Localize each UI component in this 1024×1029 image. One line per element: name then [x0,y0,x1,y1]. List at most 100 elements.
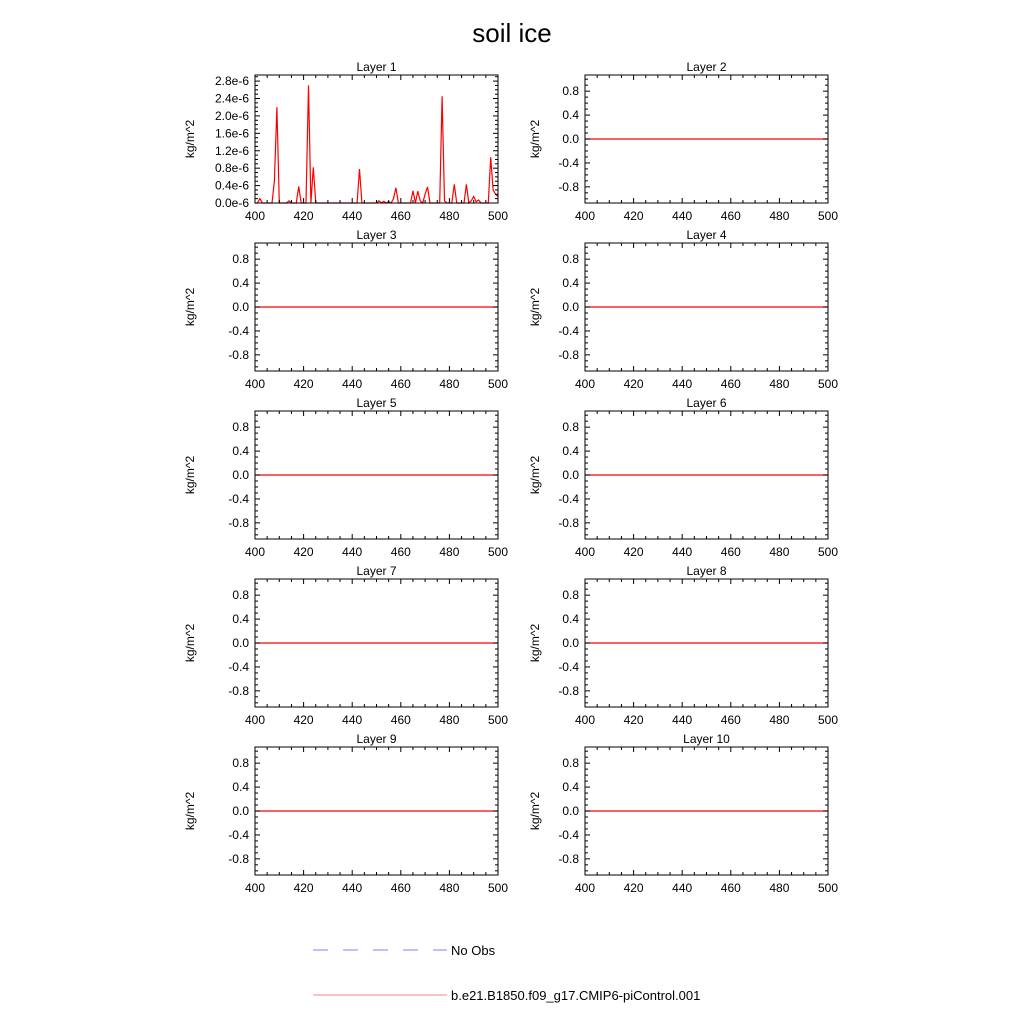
y-tick-label: -0.8 [558,852,579,866]
y-tick-label: 0.8 [562,756,579,770]
panel-title: Layer 3 [356,228,396,242]
y-axis-label: kg/m^2 [183,792,197,831]
x-tick-label: 440 [342,881,362,895]
y-axis-label: kg/m^2 [528,288,542,327]
y-tick-label: -0.8 [558,348,579,362]
y-tick-label: -0.4 [558,660,579,674]
x-tick-label: 420 [294,881,314,895]
y-tick-label: 0.4e-6 [215,179,249,193]
y-axis-label: kg/m^2 [183,624,197,663]
x-tick-label: 500 [488,713,508,727]
legend-label-no-obs: No Obs [451,943,496,958]
x-tick-label: 480 [439,881,459,895]
plot-frame [254,74,499,204]
panel-title: Layer 8 [686,564,726,578]
panel-layer-9: Layer 9 kg/m^2 400 420 440 460 480 500 -0.8 -0.4 0… [183,732,508,895]
x-tick-label: 400 [575,713,595,727]
x-tick-label: 480 [439,713,459,727]
panel-title: Layer 2 [686,60,726,74]
x-tick-label: 420 [624,545,644,559]
x-tick-label: 500 [818,881,838,895]
y-axis-label: kg/m^2 [528,120,542,159]
x-tick-label: 500 [818,377,838,391]
panel-layer-6: Layer 6 kg/m^2 400 420 440 460 480 500 -0.8 -0.4 0… [528,396,838,559]
x-tick-label: 460 [391,377,411,391]
panel-title: Layer 9 [356,732,396,746]
series-line [255,85,499,205]
y-tick-label: 2.4e-6 [215,92,249,106]
x-tick-label: 420 [294,713,314,727]
y-axis-label: kg/m^2 [183,456,197,495]
x-tick-label: 400 [245,881,265,895]
y-tick-label: 0.8e-6 [215,161,249,175]
x-tick-label: 400 [575,545,595,559]
y-tick-label: 0.0 [562,804,579,818]
x-tick-label: 400 [245,209,265,223]
panel-layer-7: Layer 7 kg/m^2 400 420 440 460 480 500 -0.8 -0.4 0… [183,564,508,727]
y-tick-label: 0.4 [232,780,249,794]
x-tick-label: 440 [672,881,692,895]
x-tick-label: 500 [818,209,838,223]
y-tick-label: 1.6e-6 [215,126,249,140]
legend-label-model: b.e21.B1850.f09_g17.CMIP6-piControl.001 [451,988,700,1003]
x-tick-label: 460 [721,713,741,727]
y-axis-label: kg/m^2 [528,624,542,663]
x-tick-label: 460 [391,209,411,223]
y-tick-label: -0.4 [558,828,579,842]
y-tick-label: 0.0 [562,636,579,650]
panel-title: Layer 4 [686,228,726,242]
panel-layer-1: Layer 1 kg/m^2 400 420 440 460 480 500 0.0e-6 0.4… [183,60,508,223]
x-tick-label: 440 [672,209,692,223]
x-tick-label: 500 [488,881,508,895]
y-tick-label: -0.8 [558,684,579,698]
x-tick-label: 440 [672,377,692,391]
y-tick-label: 0.8 [562,588,579,602]
y-tick-label: -0.4 [558,156,579,170]
y-tick-label: 0.0e-6 [215,196,249,210]
y-tick-label: 0.0 [562,300,579,314]
y-tick-label: -0.8 [228,348,249,362]
y-tick-label: -0.8 [228,516,249,530]
y-tick-label: 0.4 [562,276,579,290]
x-tick-label: 480 [439,545,459,559]
x-tick-label: 440 [342,545,362,559]
y-tick-label: 0.8 [232,588,249,602]
panel-layer-5: Layer 5 kg/m^2 400 420 440 460 480 500 -0.8 -0.4 0… [183,396,508,559]
x-tick-label: 500 [488,209,508,223]
y-tick-label: 0.4 [562,108,579,122]
y-tick-label: 0.4 [232,612,249,626]
panel-title: Layer 10 [683,732,730,746]
panel-title: Layer 6 [686,396,726,410]
x-tick-label: 440 [672,713,692,727]
y-tick-label: -0.8 [228,684,249,698]
x-tick-label: 400 [575,881,595,895]
y-tick-label: 1.2e-6 [215,144,249,158]
x-tick-label: 480 [769,377,789,391]
y-tick-label: 0.4 [232,276,249,290]
figure-title: soil ice [472,18,551,48]
x-tick-label: 460 [391,545,411,559]
x-tick-label: 500 [818,545,838,559]
y-tick-label: 0.8 [232,756,249,770]
y-tick-label: -0.4 [228,660,249,674]
y-tick-label: 0.4 [232,444,249,458]
x-tick-label: 460 [721,881,741,895]
legend: No Obs b.e21.B1850.f09_g17.CMIP6-piContr… [313,943,700,1003]
x-tick-label: 460 [721,545,741,559]
x-tick-label: 400 [575,209,595,223]
x-tick-label: 400 [245,545,265,559]
y-tick-label: 0.8 [562,252,579,266]
x-tick-label: 440 [342,377,362,391]
panel-title: Layer 7 [356,564,396,578]
y-tick-label: -0.8 [558,180,579,194]
y-tick-label: -0.4 [228,492,249,506]
x-tick-label: 420 [624,209,644,223]
x-tick-label: 460 [721,377,741,391]
x-tick-label: 440 [672,545,692,559]
y-tick-label: 0.8 [562,420,579,434]
x-tick-label: 420 [624,713,644,727]
y-tick-label: -0.4 [558,492,579,506]
y-tick-label: 0.8 [232,420,249,434]
y-tick-label: -0.4 [558,324,579,338]
